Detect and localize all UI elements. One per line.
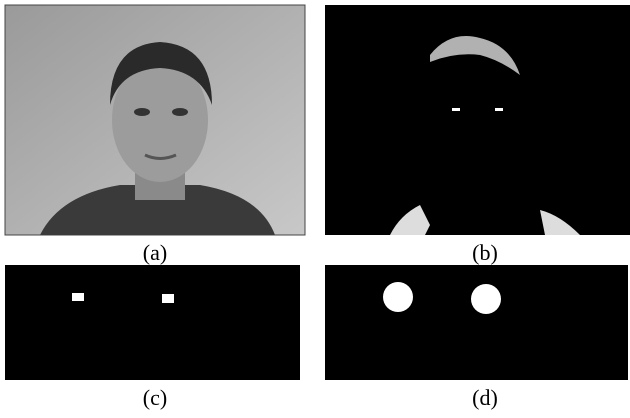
caption: (c) (143, 385, 167, 410)
caption: (b) (472, 240, 498, 265)
threshold-image (325, 5, 630, 235)
eye-regions (5, 265, 300, 380)
photo (4, 4, 306, 236)
caption: (a) (143, 240, 167, 265)
caption: (d) (472, 385, 498, 410)
eye-blobs (325, 265, 628, 380)
